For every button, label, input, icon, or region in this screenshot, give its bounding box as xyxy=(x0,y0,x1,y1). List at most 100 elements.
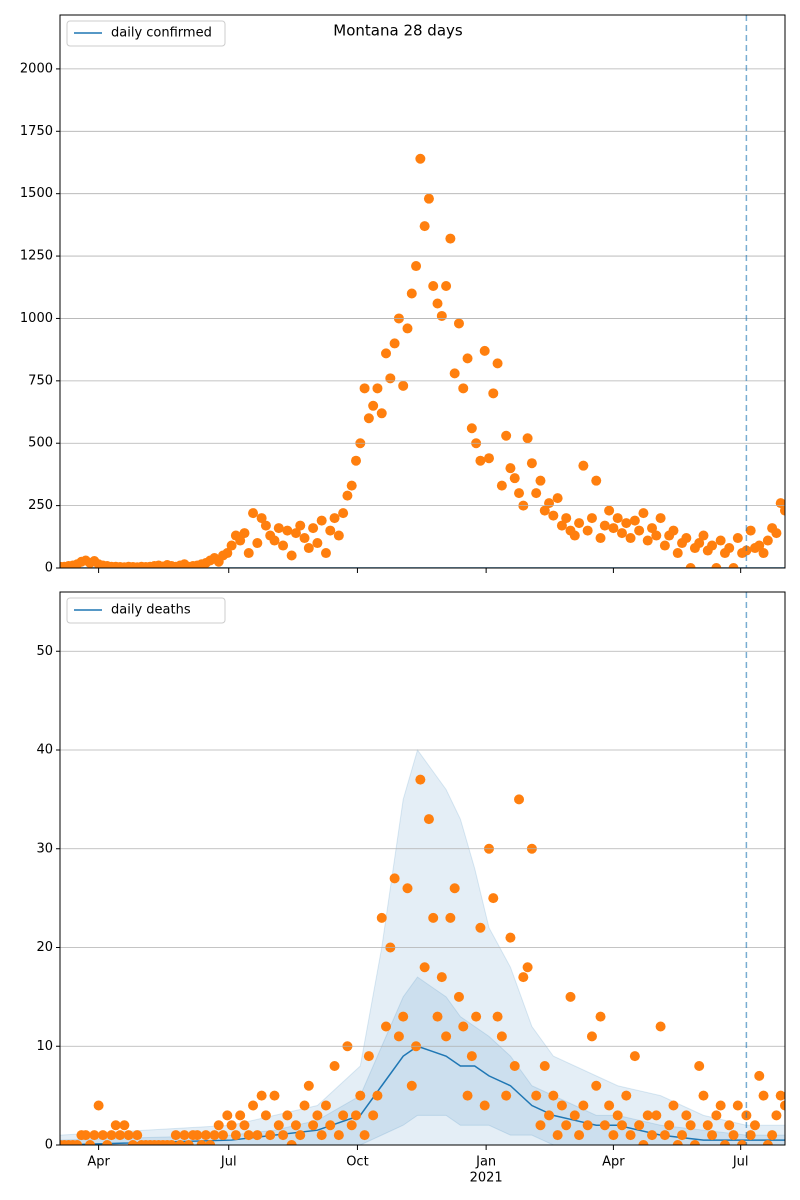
point xyxy=(677,1130,688,1141)
point xyxy=(638,508,649,519)
legend-box xyxy=(66,20,226,47)
point xyxy=(548,1090,559,1101)
y-tick-label: 250 xyxy=(28,498,53,513)
point xyxy=(492,1011,503,1022)
point xyxy=(754,1070,765,1081)
point xyxy=(642,1110,653,1121)
point xyxy=(664,1120,675,1131)
point xyxy=(89,1130,100,1141)
point xyxy=(175,1140,186,1145)
point xyxy=(239,1120,250,1131)
point xyxy=(372,383,383,394)
point xyxy=(775,1090,785,1101)
point xyxy=(441,281,452,292)
point xyxy=(449,883,460,894)
point xyxy=(226,540,237,551)
point xyxy=(316,1130,327,1141)
point xyxy=(466,423,477,434)
point xyxy=(243,548,254,559)
point xyxy=(737,1140,748,1145)
point xyxy=(419,221,430,232)
band xyxy=(60,976,785,1145)
point xyxy=(368,400,379,411)
point xyxy=(595,1011,606,1022)
point xyxy=(320,548,331,559)
point xyxy=(762,1140,773,1145)
point xyxy=(428,281,439,292)
point xyxy=(475,455,486,466)
point xyxy=(286,550,297,561)
point xyxy=(423,814,434,825)
point xyxy=(582,525,593,536)
point xyxy=(295,1130,306,1141)
point xyxy=(316,515,327,526)
point xyxy=(260,520,271,531)
point xyxy=(501,430,512,441)
point xyxy=(333,530,344,541)
point xyxy=(621,518,632,529)
point xyxy=(758,1090,769,1101)
legend-label: daily deaths xyxy=(111,603,191,618)
point xyxy=(222,548,233,559)
point xyxy=(758,548,769,559)
point xyxy=(458,383,469,394)
point xyxy=(209,1130,220,1141)
point xyxy=(479,345,490,356)
y-tick-label: 50 xyxy=(36,644,53,659)
point xyxy=(205,1140,216,1145)
point xyxy=(672,548,683,559)
point xyxy=(260,1110,271,1121)
point xyxy=(308,523,319,534)
point xyxy=(526,458,537,469)
point xyxy=(329,1061,340,1071)
point xyxy=(432,1011,443,1022)
point xyxy=(398,1011,409,1022)
point xyxy=(303,543,314,554)
point xyxy=(359,1130,370,1141)
point xyxy=(642,535,653,546)
point xyxy=(522,433,533,444)
point xyxy=(531,1090,542,1101)
point xyxy=(479,1100,490,1111)
y-tick-label: 10 xyxy=(36,1039,53,1054)
point xyxy=(548,510,559,521)
point xyxy=(252,538,263,549)
point xyxy=(561,1120,572,1131)
point xyxy=(72,1140,83,1145)
point xyxy=(732,533,743,544)
point xyxy=(698,530,709,541)
point xyxy=(539,505,550,516)
point xyxy=(325,525,336,536)
point xyxy=(719,1140,730,1145)
point xyxy=(453,318,464,329)
point xyxy=(689,1140,700,1145)
y-tick-label: 40 xyxy=(36,743,53,758)
point xyxy=(295,520,306,531)
point xyxy=(702,1120,713,1131)
point xyxy=(595,533,606,544)
point xyxy=(780,505,785,516)
point xyxy=(325,1120,336,1131)
point xyxy=(372,1090,383,1101)
plot-area xyxy=(60,153,785,568)
point xyxy=(436,972,447,983)
point xyxy=(471,1011,482,1022)
point xyxy=(711,1110,722,1121)
point xyxy=(436,310,447,321)
point xyxy=(389,873,400,884)
y-tick-label: 750 xyxy=(28,373,53,388)
point xyxy=(411,261,422,272)
point xyxy=(381,348,392,359)
point xyxy=(308,1120,319,1131)
point xyxy=(745,1130,756,1141)
point xyxy=(651,530,662,541)
point xyxy=(385,373,396,384)
legend: daily deaths xyxy=(66,597,226,624)
point xyxy=(715,535,726,546)
point xyxy=(239,528,250,539)
point xyxy=(634,1120,645,1131)
point xyxy=(458,1021,469,1032)
point xyxy=(243,1130,254,1141)
point xyxy=(556,1100,567,1111)
point xyxy=(402,883,413,894)
